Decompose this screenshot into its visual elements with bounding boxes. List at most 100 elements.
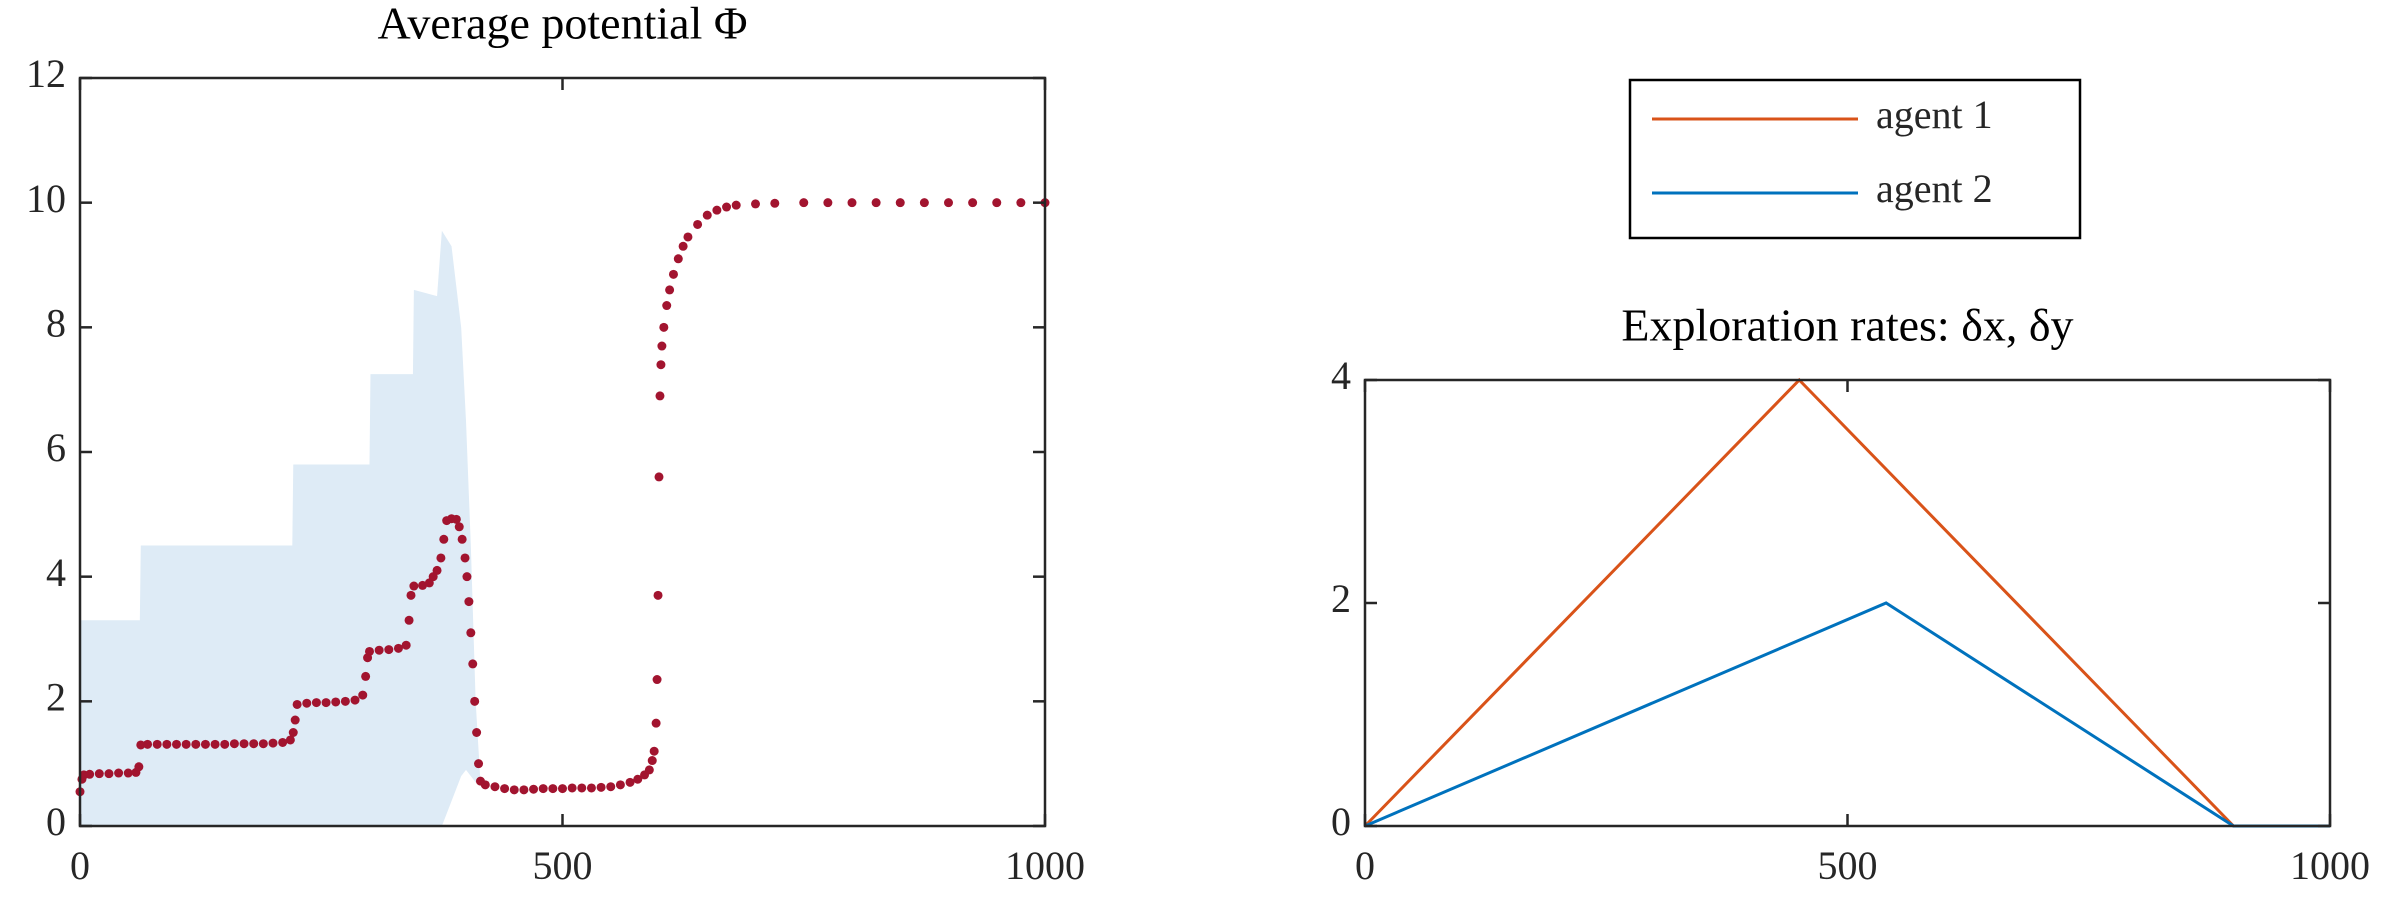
data-point: [418, 580, 428, 590]
data-point: [374, 645, 384, 655]
data-point: [340, 696, 350, 706]
data-point: [480, 780, 490, 790]
data-point: [393, 643, 403, 653]
chart-title: Exploration rates: δx, δy: [1621, 300, 2073, 351]
data-point: [799, 198, 809, 208]
data-point: [401, 640, 411, 650]
y-tick-label: 0: [46, 799, 66, 844]
data-point: [229, 739, 239, 749]
data-point: [968, 198, 978, 208]
data-point: [136, 740, 146, 750]
data-point: [651, 718, 661, 728]
data-point: [490, 782, 500, 792]
data-point: [656, 360, 666, 370]
data-point: [596, 782, 606, 792]
data-point: [200, 739, 210, 749]
data-point: [567, 783, 577, 793]
data-point: [474, 759, 484, 769]
data-point: [406, 590, 416, 600]
data-point: [1016, 198, 1026, 208]
data-point: [847, 198, 857, 208]
data-point: [432, 565, 442, 575]
data-point: [258, 739, 268, 749]
y-tick-label: 2: [46, 675, 66, 720]
data-point: [538, 784, 548, 794]
x-tick-label: 1000: [1005, 843, 1085, 888]
data-point: [683, 232, 693, 242]
axes-box: [1363, 378, 2332, 828]
data-point: [454, 522, 464, 532]
data-point: [249, 739, 259, 749]
data-point: [278, 737, 288, 747]
data-point: [558, 784, 567, 794]
data-point: [606, 782, 616, 792]
data-point: [653, 590, 663, 600]
data-point: [577, 783, 587, 793]
data-point: [123, 768, 133, 778]
x-tick-label: 500: [1818, 843, 1878, 888]
y-tick-label: 10: [26, 176, 66, 221]
data-point: [288, 728, 298, 737]
axes: Exploration rates: δx, δy agent 1 agent 2 0…: [1331, 78, 2370, 888]
data-point: [519, 785, 529, 795]
x-tick-label: 0: [1355, 843, 1375, 888]
data-point: [644, 765, 654, 775]
data-point: [472, 728, 482, 737]
data-point: [751, 199, 760, 209]
data-point: [292, 699, 302, 709]
data-point: [162, 739, 172, 749]
data-point: [152, 739, 162, 749]
data-point: [460, 553, 470, 563]
data-point: [548, 784, 558, 794]
data-point: [285, 735, 295, 745]
data-point: [466, 628, 476, 638]
data-point: [143, 739, 153, 749]
data-point: [268, 738, 278, 748]
data-point: [586, 783, 596, 793]
data-point: [654, 472, 664, 482]
data-point: [731, 200, 741, 210]
x-tick-label: 0: [70, 843, 90, 888]
data-point: [649, 746, 659, 756]
legend-label: agent 2: [1876, 166, 1993, 211]
data-point: [633, 774, 643, 784]
series-line: [1363, 377, 2330, 828]
data-point: [220, 739, 230, 749]
data-point: [652, 675, 662, 685]
data-point: [350, 695, 360, 705]
y-tick-label: 4: [46, 550, 66, 595]
data-point: [114, 768, 124, 778]
data-point: [468, 659, 478, 669]
data-point: [404, 615, 414, 625]
data-point: [134, 762, 144, 772]
data-point: [210, 739, 220, 749]
data-point: [722, 202, 732, 212]
data-point: [451, 514, 461, 524]
data-point: [439, 534, 449, 544]
data-point: [290, 715, 300, 725]
data-point: [662, 301, 672, 311]
data-point: [85, 769, 95, 779]
data-point: [331, 697, 341, 707]
data-point: [181, 739, 191, 749]
data-point: [239, 739, 249, 749]
data-point: [470, 696, 480, 706]
chart-title: Average potential Φ: [378, 0, 748, 49]
axes: Average potential Φ 0 500 1000 0 2 4 6 8 10 12: [26, 0, 1085, 888]
y-tick-label: 8: [46, 301, 66, 346]
data-point: [678, 241, 688, 251]
data-point: [384, 645, 394, 655]
data-point: [462, 572, 472, 582]
data-point: [647, 756, 657, 766]
data-point: [365, 646, 374, 656]
data-point: [509, 785, 519, 795]
y-tick-label: 2: [1331, 576, 1351, 621]
series-line: [1364, 601, 2330, 828]
data-point: [702, 210, 712, 220]
data-point: [457, 534, 467, 544]
data-point: [358, 690, 368, 700]
y-tick-label: 12: [26, 51, 66, 96]
data-point: [655, 391, 665, 401]
data-point: [659, 322, 669, 332]
